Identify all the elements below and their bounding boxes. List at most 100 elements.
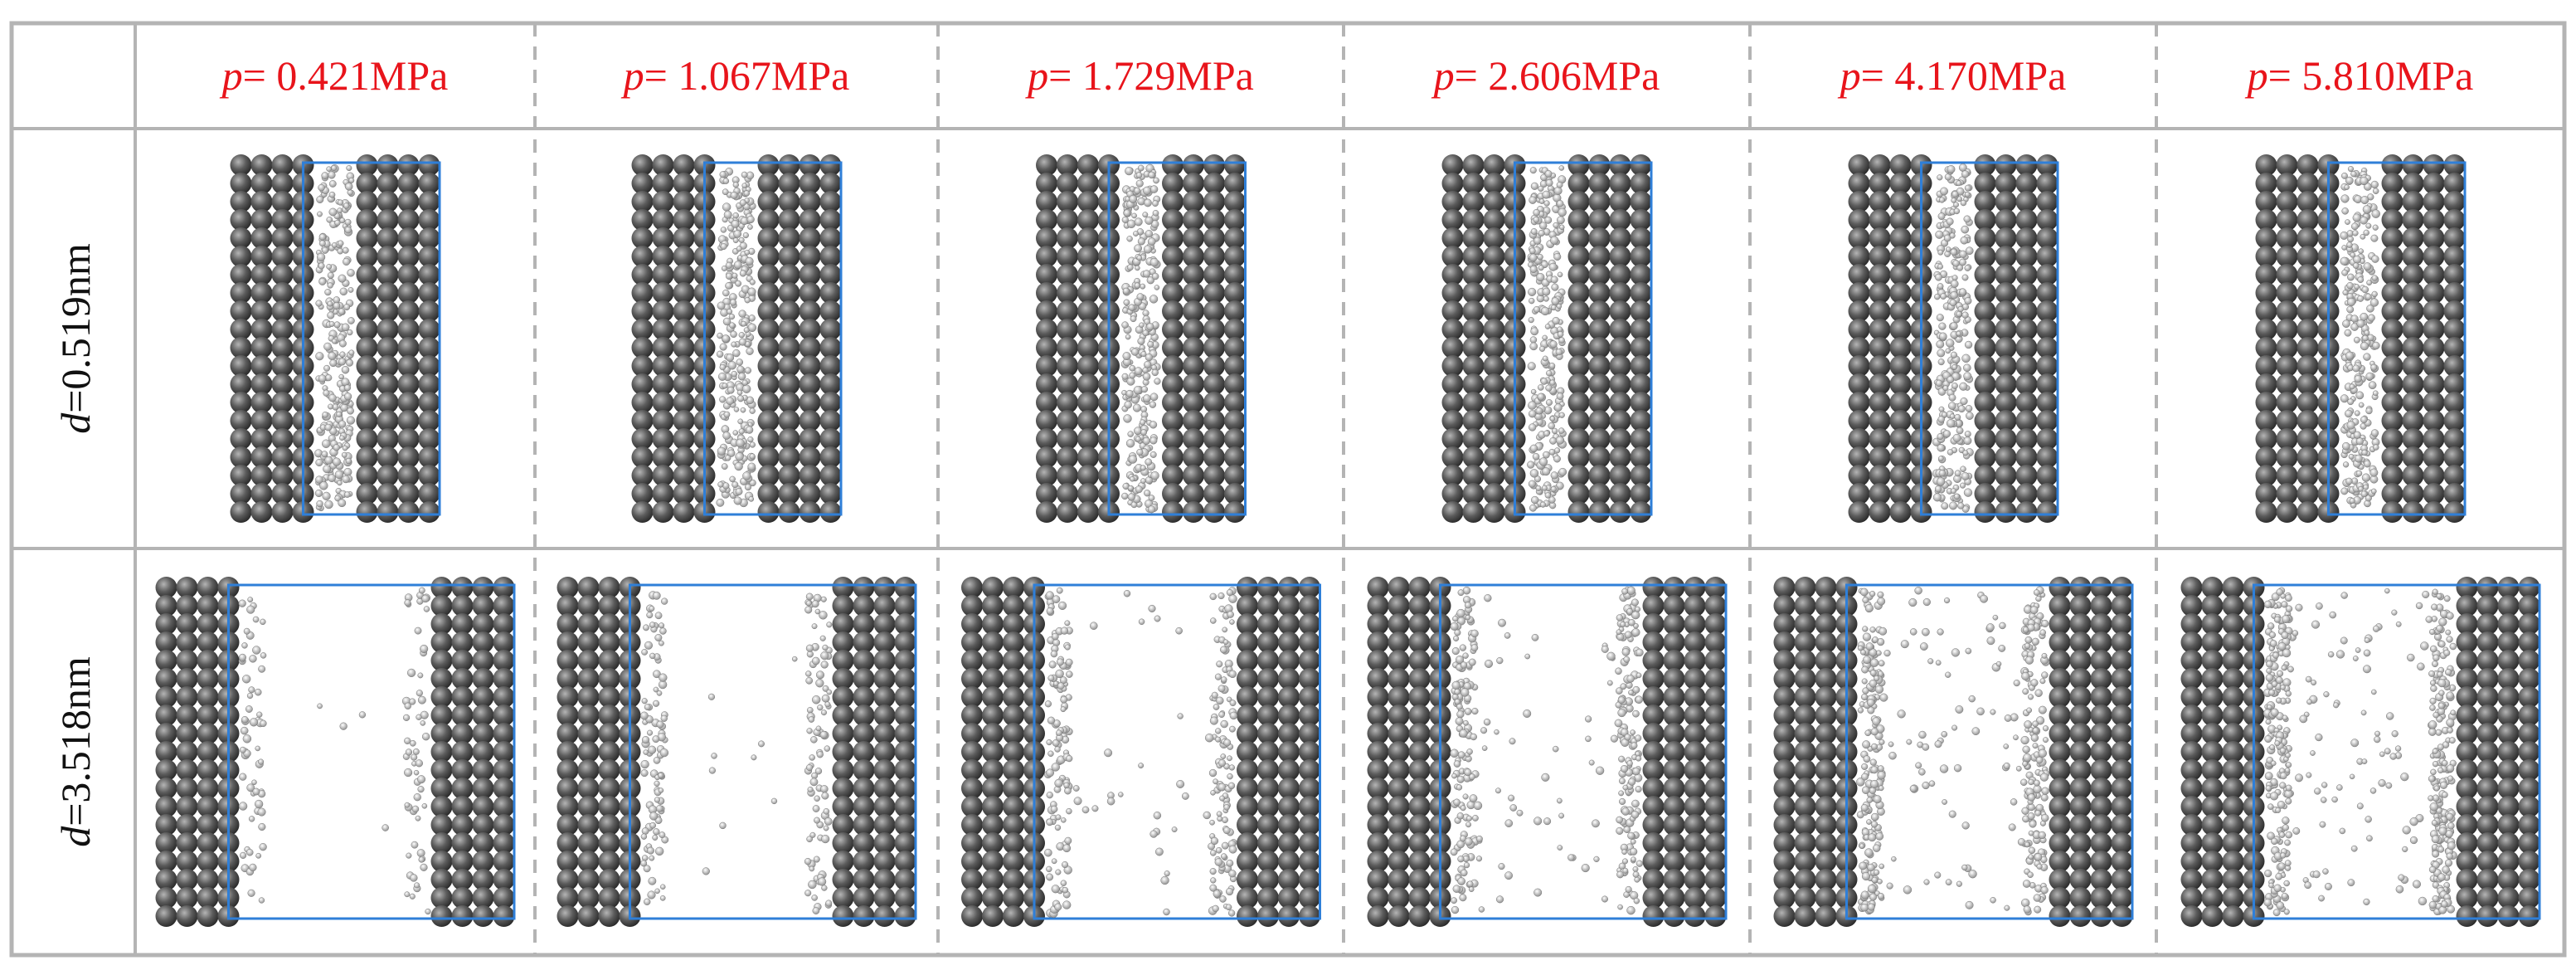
fluid-atom	[2363, 229, 2369, 236]
fluid-atom	[326, 217, 333, 223]
wall-atom	[853, 851, 875, 872]
fluid-atom	[2371, 290, 2378, 298]
fluid-atom	[1123, 209, 1131, 217]
wall-atom	[757, 191, 780, 212]
fluid-atom	[410, 874, 418, 882]
fluid-atom	[1227, 755, 1232, 762]
fluid-atom	[744, 250, 751, 256]
wall-atom	[598, 759, 620, 781]
wall-atom	[757, 501, 780, 523]
wall-atom	[1077, 264, 1099, 285]
fluid-atom	[1127, 431, 1134, 437]
fluid-atom	[1956, 180, 1962, 187]
fluid-atom	[382, 824, 389, 831]
wall-atom	[873, 832, 896, 854]
wall-atom	[819, 465, 842, 486]
fluid-atom	[404, 891, 411, 898]
wall-atom	[230, 191, 252, 212]
fluid-atom	[1081, 806, 1090, 814]
wall-atom	[778, 173, 800, 194]
wall-atom	[1162, 300, 1184, 322]
fluid-atom	[1464, 602, 1472, 609]
fluid-atom	[654, 780, 660, 787]
fluid-atom	[1149, 392, 1159, 402]
wall-atom	[451, 723, 474, 744]
fluid-atom	[1483, 718, 1491, 726]
wall-atom	[598, 796, 620, 817]
wall-atom	[1257, 723, 1279, 744]
fluid-atom	[2352, 364, 2360, 373]
wall-atom	[1077, 319, 1099, 340]
fluid-atom	[1160, 875, 1169, 885]
fluid-atom	[1870, 766, 1879, 774]
fluid-atom	[249, 718, 259, 727]
wall-atom	[1224, 264, 1246, 285]
fluid-atom	[413, 793, 421, 802]
fluid-atom	[1956, 330, 1961, 337]
wall-atom	[961, 905, 983, 927]
fluid-atom	[735, 452, 744, 461]
wall-atom	[176, 851, 198, 872]
wall-atom	[1237, 704, 1258, 726]
fluid-atom	[1949, 501, 1957, 510]
fluid-atom	[1909, 784, 1917, 792]
wall-atom	[1237, 778, 1258, 799]
wall-atom	[982, 778, 1004, 799]
wall-atom	[356, 428, 378, 450]
wall-atom	[472, 832, 494, 854]
wall-atom	[377, 173, 399, 194]
wall-atom	[598, 577, 620, 598]
wall-atom	[778, 428, 800, 450]
fluid-atom	[1544, 170, 1553, 178]
fluid-atom	[257, 807, 266, 817]
fluid-atom	[1556, 392, 1564, 400]
fluid-atom	[659, 673, 668, 682]
fluid-atom	[2354, 454, 2363, 463]
fluid-atom	[1976, 707, 1985, 716]
fluid-atom	[1961, 821, 1970, 830]
fluid-atom	[736, 365, 745, 373]
fluid-atom	[649, 821, 656, 829]
wall-atom	[598, 650, 620, 671]
wall-atom	[1203, 501, 1225, 523]
wall-atom	[1162, 446, 1184, 468]
fluid-atom	[1135, 485, 1143, 494]
fluid-atom	[1209, 819, 1215, 826]
fluid-atom	[1456, 812, 1465, 820]
fluid-atom	[342, 475, 350, 484]
fluid-atom	[1953, 202, 1959, 208]
fluid-atom	[821, 885, 828, 891]
fluid-atom	[1222, 817, 1228, 824]
fluid-atom	[809, 831, 816, 838]
wall-atom	[176, 723, 198, 744]
wall-atom	[155, 631, 177, 653]
wall-atom	[757, 428, 780, 450]
wall-atom	[1077, 410, 1099, 431]
fluid-atom	[1056, 587, 1063, 594]
fluid-atom	[1478, 906, 1485, 913]
fluid-atom	[1181, 792, 1189, 800]
wall-atom	[451, 778, 474, 799]
wall-atom	[230, 264, 252, 285]
fluid-atom	[334, 470, 344, 480]
wall-atom	[155, 887, 177, 909]
wall-atom	[397, 154, 420, 176]
fluid-atom	[659, 895, 666, 901]
wall-atom	[961, 851, 983, 872]
fluid-atom	[2340, 487, 2349, 495]
wall-atom	[418, 264, 440, 285]
fluid-atom	[2036, 863, 2043, 870]
fluid-atom	[820, 651, 829, 661]
wall-atom	[961, 686, 983, 708]
fluid-atom	[324, 500, 333, 509]
wall-atom	[1237, 631, 1258, 653]
fluid-atom	[1621, 858, 1628, 865]
fluid-atom	[249, 655, 257, 663]
fluid-atom	[1044, 848, 1052, 857]
fluid-atom	[1857, 707, 1864, 714]
fluid-atom	[346, 358, 354, 367]
wall-atom	[155, 704, 177, 726]
wall-atom	[598, 704, 620, 726]
fluid-atom	[1054, 778, 1063, 788]
fluid-atom	[1628, 690, 1634, 695]
